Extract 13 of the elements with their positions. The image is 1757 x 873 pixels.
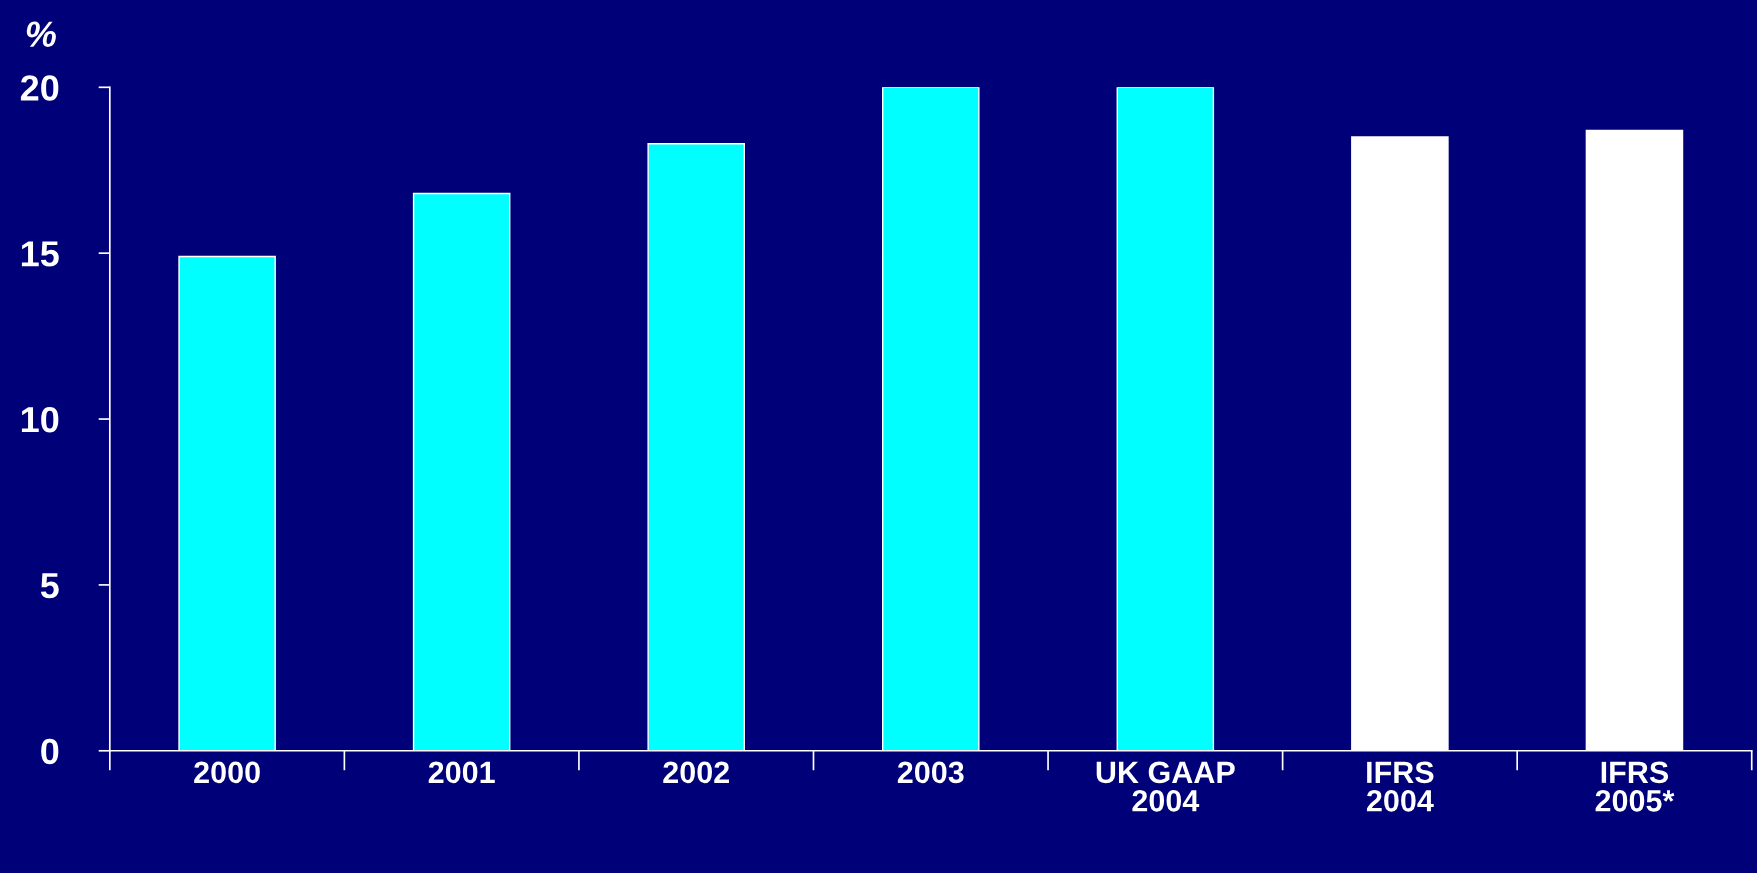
x-tick-label: 2003 <box>897 761 964 784</box>
y-tick-label: 5 <box>40 573 59 599</box>
y-tick-label: 10 <box>21 406 59 433</box>
x-tick-label: 2002 <box>663 761 729 784</box>
x-tick-label: IFRS 2004 <box>1366 761 1434 812</box>
y-axis-title: % <box>26 21 56 47</box>
y-tick-label: 20 <box>20 75 59 101</box>
x-tick-label: UK GAAP 2004 <box>1096 761 1235 812</box>
y-tick-label: 0 <box>41 738 59 765</box>
x-tick-label: 2001 <box>428 761 495 784</box>
x-tick-label: IFRS 2005* <box>1595 761 1675 812</box>
x-tick-label: 2000 <box>194 761 260 784</box>
y-tick-label: 15 <box>21 241 59 267</box>
